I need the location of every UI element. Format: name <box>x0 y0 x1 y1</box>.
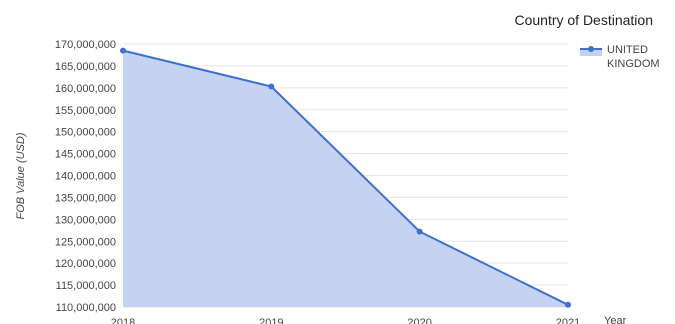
x-tick-label: 2019 <box>259 317 283 324</box>
legend-label-line-2: KINGDOM <box>607 58 660 70</box>
y-tick-label: 130,000,000 <box>55 214 116 226</box>
data-point-2018[interactable] <box>120 47 126 54</box>
y-tick-label: 155,000,000 <box>55 105 116 117</box>
y-tick-label: 140,000,000 <box>55 171 116 183</box>
series-area-united-kingdom <box>123 50 568 307</box>
y-tick-label: 170,000,000 <box>55 39 116 51</box>
x-tick-label: 2018 <box>111 317 135 324</box>
legend-label-line-1: UNITED <box>607 44 648 56</box>
x-tick-label: 2020 <box>407 317 431 324</box>
y-tick-label: 150,000,000 <box>55 127 116 139</box>
series-line-united-kingdom[interactable] <box>122 49 569 306</box>
y-tick-label: 115,000,000 <box>56 280 116 292</box>
x-tick-label: 2021 <box>556 317 580 324</box>
x-axis-title: Year <box>604 315 627 324</box>
y-axis-tick-labels: 110,000,000 115,000,000 120,000,000 125,000… <box>55 39 116 314</box>
legend-swatch-dot <box>588 46 594 52</box>
legend-item-united-kingdom[interactable]: UNITED KINGDOM <box>580 44 660 70</box>
y-tick-label: 125,000,000 <box>55 236 116 248</box>
data-point-2020[interactable] <box>416 228 423 235</box>
legend: Country of Destination UNITED KINGDOM <box>514 12 659 70</box>
y-tick-label: 165,000,000 <box>55 61 116 73</box>
legend-title: Country of Destination <box>514 12 653 28</box>
y-tick-label: 160,000,000 <box>55 83 116 95</box>
y-tick-label: 135,000,000 <box>55 192 116 204</box>
legend-swatch-fill <box>580 49 602 56</box>
data-point-2019[interactable] <box>268 83 275 90</box>
y-tick-label: 120,000,000 <box>55 258 116 270</box>
y-axis-title: FOB Value (USD) <box>15 132 27 219</box>
y-tick-label: 110,000,000 <box>56 302 116 314</box>
y-tick-label: 145,000,000 <box>55 149 116 161</box>
data-points <box>120 47 571 308</box>
data-point-2021[interactable] <box>565 301 571 308</box>
x-axis-tick-labels: 2018 2019 2020 2021 <box>111 317 580 324</box>
